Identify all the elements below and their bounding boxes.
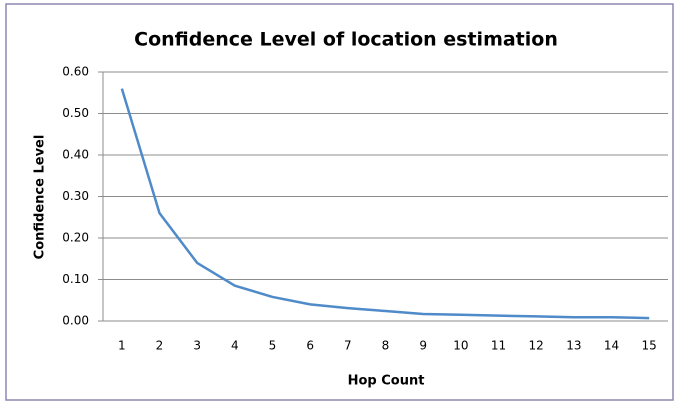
x-tick-label: 2	[156, 339, 164, 353]
x-tick-label: 1	[118, 339, 126, 353]
y-tick-label: 0.50	[62, 106, 89, 120]
x-tick-label: 5	[269, 339, 277, 353]
x-tick-label: 4	[231, 339, 239, 353]
x-tick-label: 14	[604, 339, 619, 353]
y-axis-label: Confidence Level	[33, 135, 48, 260]
x-tick-label: 13	[566, 339, 581, 353]
x-axis-label: Hop Count	[348, 374, 425, 389]
x-tick-label: 10	[453, 339, 468, 353]
y-tick-label: 0.20	[62, 231, 89, 245]
x-tick-label: 12	[529, 339, 544, 353]
x-tick-label: 7	[344, 339, 352, 353]
y-tick-label: 0.40	[62, 148, 89, 162]
y-tick-label: 0.00	[62, 314, 89, 328]
chart-title: Confidence Level of location estimation	[134, 29, 558, 51]
y-tick-label: 0.60	[62, 65, 89, 79]
x-tick-label: 8	[382, 339, 390, 353]
y-tick-label: 0.30	[62, 189, 89, 203]
x-tick-label: 3	[193, 339, 201, 353]
data-line	[120, 88, 650, 320]
y-tick-label: 0.10	[62, 272, 89, 286]
x-tick-label: 9	[419, 339, 427, 353]
x-tick-label: 6	[306, 339, 314, 353]
chart-frame	[5, 3, 674, 401]
x-tick-label: 11	[491, 339, 506, 353]
x-tick-label: 15	[642, 339, 657, 353]
